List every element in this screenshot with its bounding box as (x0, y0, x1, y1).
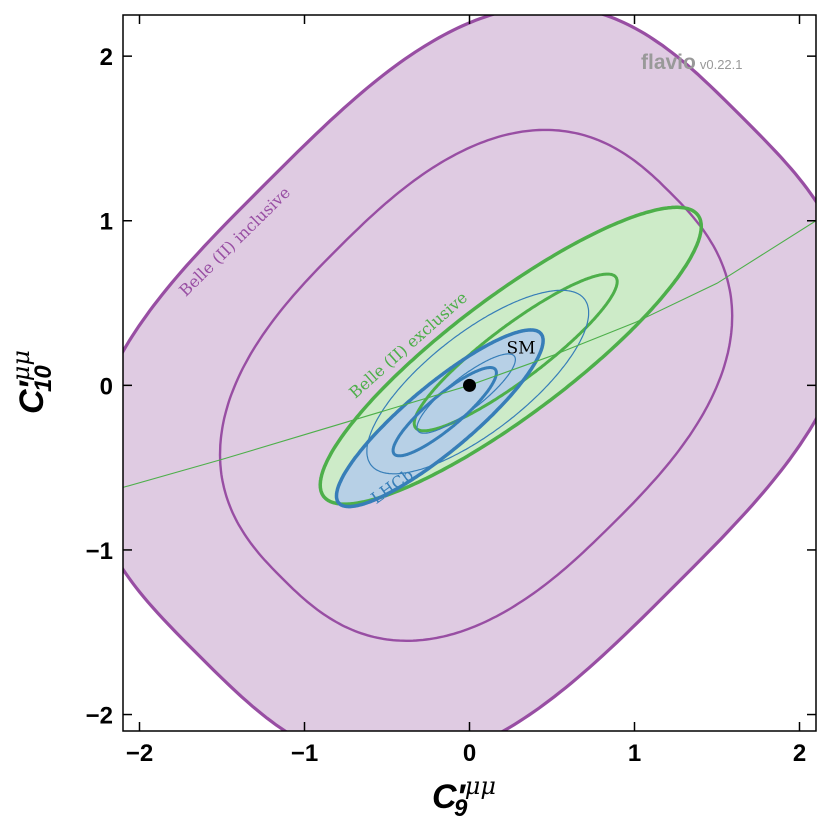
x-axis-label-text: C′μμ (432, 772, 496, 816)
y-tick-label: 2 (100, 44, 113, 71)
x-tick-label: 2 (793, 740, 806, 767)
contour-lhcb-projection-inner (416, 353, 516, 434)
y-tick-label: −2 (86, 703, 113, 730)
contour-belle-ii-inclusive-inner (218, 128, 734, 642)
y-tick-label: −1 (86, 538, 113, 565)
contour-lhcb-projection-outer (366, 289, 590, 475)
x-axis-superscript: μμ (465, 772, 496, 800)
contour-lhcb-outer-fill (336, 329, 544, 507)
contour-lhcb-outer (334, 328, 545, 509)
x-axis-var: C (432, 778, 457, 816)
watermark-name: flavio (641, 51, 696, 74)
y-axis-subscript: 10 (30, 365, 57, 392)
y-tick-label: 1 (100, 209, 113, 236)
contour-belle-ii-exclusive-outer (318, 205, 704, 506)
x-tick-label: −2 (126, 740, 153, 767)
points-layer: SM (463, 338, 536, 392)
x-axis-subscript: 9 (454, 795, 468, 822)
contour-belle-ii-inclusive-outer (123, 15, 816, 731)
y-axis-prime: ′ (13, 379, 51, 389)
x-axis-prime: ′ (457, 778, 467, 816)
contour-belle-ii-exclusive-inner (412, 272, 619, 433)
y-axis-var: C (13, 389, 51, 414)
watermark: flavio v0.22.1 (641, 51, 743, 74)
x-tick-label: −1 (291, 740, 318, 767)
y-axis-label: C′μμ 10 (7, 350, 57, 414)
contour-lines (123, 15, 816, 731)
point-label-sm: SM (507, 338, 536, 358)
watermark-version: v0.22.1 (700, 57, 743, 72)
axes: −2 −1 0 1 2 −2 −1 0 1 2 (86, 14, 817, 767)
contour-lhcb-inner (391, 366, 498, 458)
contour-fills (123, 15, 816, 731)
watermark-text: flavio v0.22.1 (641, 51, 743, 74)
x-axis-label: C′μμ 9 (432, 772, 496, 822)
x-tick-label: 1 (628, 740, 641, 767)
point-sm (463, 378, 476, 392)
y-axis-label-text: C′μμ (7, 350, 51, 414)
y-axis-superscript: μμ (7, 350, 35, 381)
y-tick-label: 0 (100, 373, 113, 400)
x-tick-label: 0 (463, 740, 476, 767)
